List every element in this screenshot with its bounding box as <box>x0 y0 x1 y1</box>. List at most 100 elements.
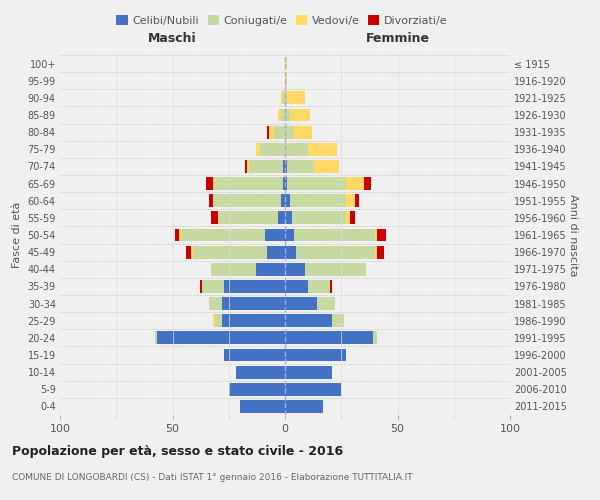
Bar <box>285 143 308 156</box>
Bar <box>285 400 323 413</box>
Bar <box>285 92 287 104</box>
Bar <box>281 108 285 122</box>
Bar <box>375 228 377 241</box>
Bar <box>346 194 355 207</box>
Bar <box>355 194 359 207</box>
Bar <box>285 314 332 327</box>
Bar <box>224 348 285 362</box>
Bar <box>330 280 332 293</box>
Bar <box>157 332 285 344</box>
Y-axis label: Fasce di età: Fasce di età <box>12 202 22 268</box>
Bar <box>285 160 287 173</box>
Bar <box>287 177 346 190</box>
Bar <box>287 92 305 104</box>
Bar <box>247 160 249 173</box>
Bar <box>290 108 310 122</box>
Bar <box>193 246 267 258</box>
Bar <box>285 57 287 70</box>
Bar <box>182 228 265 241</box>
Bar <box>281 92 283 104</box>
Bar <box>364 177 371 190</box>
Bar <box>206 177 213 190</box>
Legend: Celibi/Nubili, Coniugati/e, Vedovi/e, Divorziati/e: Celibi/Nubili, Coniugati/e, Vedovi/e, Di… <box>112 10 452 30</box>
Bar <box>346 177 364 190</box>
Bar <box>305 263 366 276</box>
Bar <box>285 348 346 362</box>
Bar <box>218 212 278 224</box>
Bar <box>317 297 335 310</box>
Bar <box>260 143 285 156</box>
Bar <box>222 314 285 327</box>
Bar <box>267 126 269 138</box>
Bar <box>350 212 355 224</box>
Bar <box>274 126 285 138</box>
Bar <box>285 297 317 310</box>
Bar <box>224 280 285 293</box>
Bar <box>186 246 191 258</box>
Bar <box>285 246 296 258</box>
Bar <box>202 280 224 293</box>
Bar <box>294 126 312 138</box>
Bar <box>211 212 218 224</box>
Bar <box>285 280 308 293</box>
Bar <box>278 212 285 224</box>
Bar <box>287 160 314 173</box>
Text: Popolazione per età, sesso e stato civile - 2016: Popolazione per età, sesso e stato civil… <box>12 445 343 458</box>
Bar <box>240 400 285 413</box>
Bar <box>285 366 332 378</box>
Bar <box>285 383 341 396</box>
Y-axis label: Anni di nascita: Anni di nascita <box>568 194 578 276</box>
Bar <box>249 160 283 173</box>
Bar <box>215 177 283 190</box>
Bar <box>377 228 386 241</box>
Bar <box>294 228 375 241</box>
Bar <box>285 177 287 190</box>
Bar <box>191 246 193 258</box>
Bar <box>285 74 287 87</box>
Bar <box>285 194 290 207</box>
Bar <box>175 228 179 241</box>
Bar <box>278 108 281 122</box>
Bar <box>256 263 285 276</box>
Bar <box>283 160 285 173</box>
Bar <box>285 212 292 224</box>
Bar <box>215 314 222 327</box>
Bar <box>292 212 346 224</box>
Bar <box>285 332 373 344</box>
Bar <box>265 228 285 241</box>
Bar <box>346 212 350 224</box>
Bar <box>209 297 222 310</box>
Bar <box>267 246 285 258</box>
Bar <box>314 160 339 173</box>
Bar <box>290 194 346 207</box>
Bar <box>269 126 274 138</box>
Text: Maschi: Maschi <box>148 32 197 44</box>
Bar <box>296 246 375 258</box>
Bar <box>375 246 377 258</box>
Bar <box>377 246 384 258</box>
Bar <box>213 194 281 207</box>
Text: Femmine: Femmine <box>365 32 430 44</box>
Bar <box>373 332 377 344</box>
Bar <box>209 194 213 207</box>
Text: COMUNE DI LONGOBARDI (CS) - Dati ISTAT 1° gennaio 2016 - Elaborazione TUTTITALIA: COMUNE DI LONGOBARDI (CS) - Dati ISTAT 1… <box>12 472 413 482</box>
Bar <box>235 366 285 378</box>
Bar <box>308 143 337 156</box>
Bar <box>222 297 285 310</box>
Bar <box>283 177 285 190</box>
Bar <box>281 194 285 207</box>
Bar <box>285 228 294 241</box>
Bar <box>332 314 343 327</box>
Bar <box>213 314 215 327</box>
Bar <box>285 263 305 276</box>
Bar <box>211 263 256 276</box>
Bar <box>308 280 330 293</box>
Bar <box>155 332 157 344</box>
Bar <box>213 177 215 190</box>
Bar <box>283 92 285 104</box>
Bar <box>179 228 182 241</box>
Bar <box>229 383 285 396</box>
Bar <box>285 126 294 138</box>
Bar <box>245 160 247 173</box>
Bar <box>285 108 290 122</box>
